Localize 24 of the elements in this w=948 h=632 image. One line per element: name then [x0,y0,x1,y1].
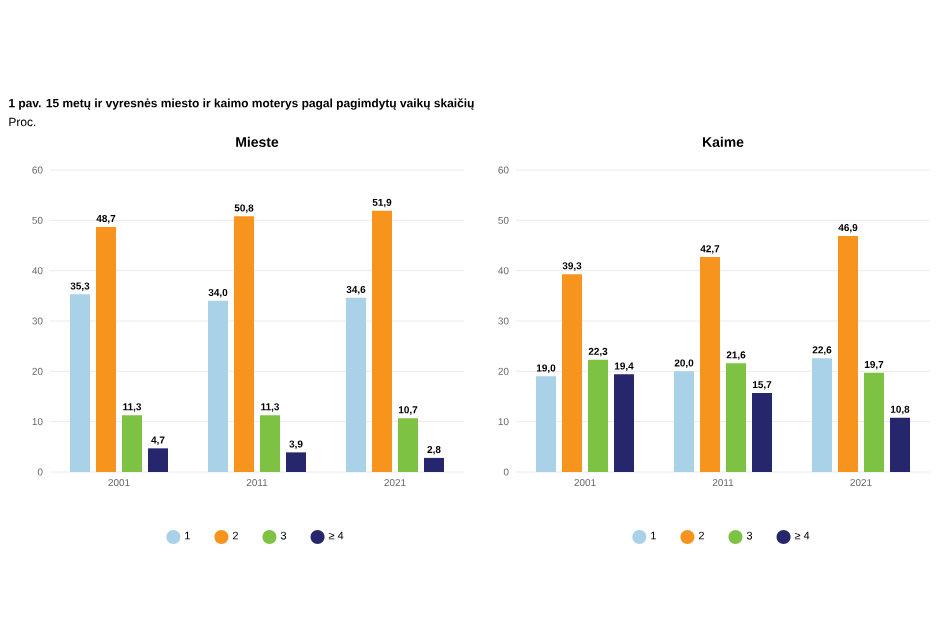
bar [122,415,142,472]
bar [890,417,911,472]
bar [700,257,721,472]
bar [424,457,444,472]
bar [372,210,392,472]
bar [70,294,90,472]
bar [752,392,773,472]
bar [260,415,280,472]
bar [96,226,116,472]
bar [208,300,228,472]
bar [812,358,833,472]
bar [614,374,635,472]
bar [674,371,695,472]
bar [536,376,557,472]
bar [234,216,254,472]
bar [286,452,306,472]
bar [346,297,366,472]
bar [838,235,859,472]
bar [864,372,885,472]
bar [588,359,609,472]
bar [562,274,583,472]
bar [148,448,168,472]
bar [398,418,418,472]
bar [726,363,747,472]
